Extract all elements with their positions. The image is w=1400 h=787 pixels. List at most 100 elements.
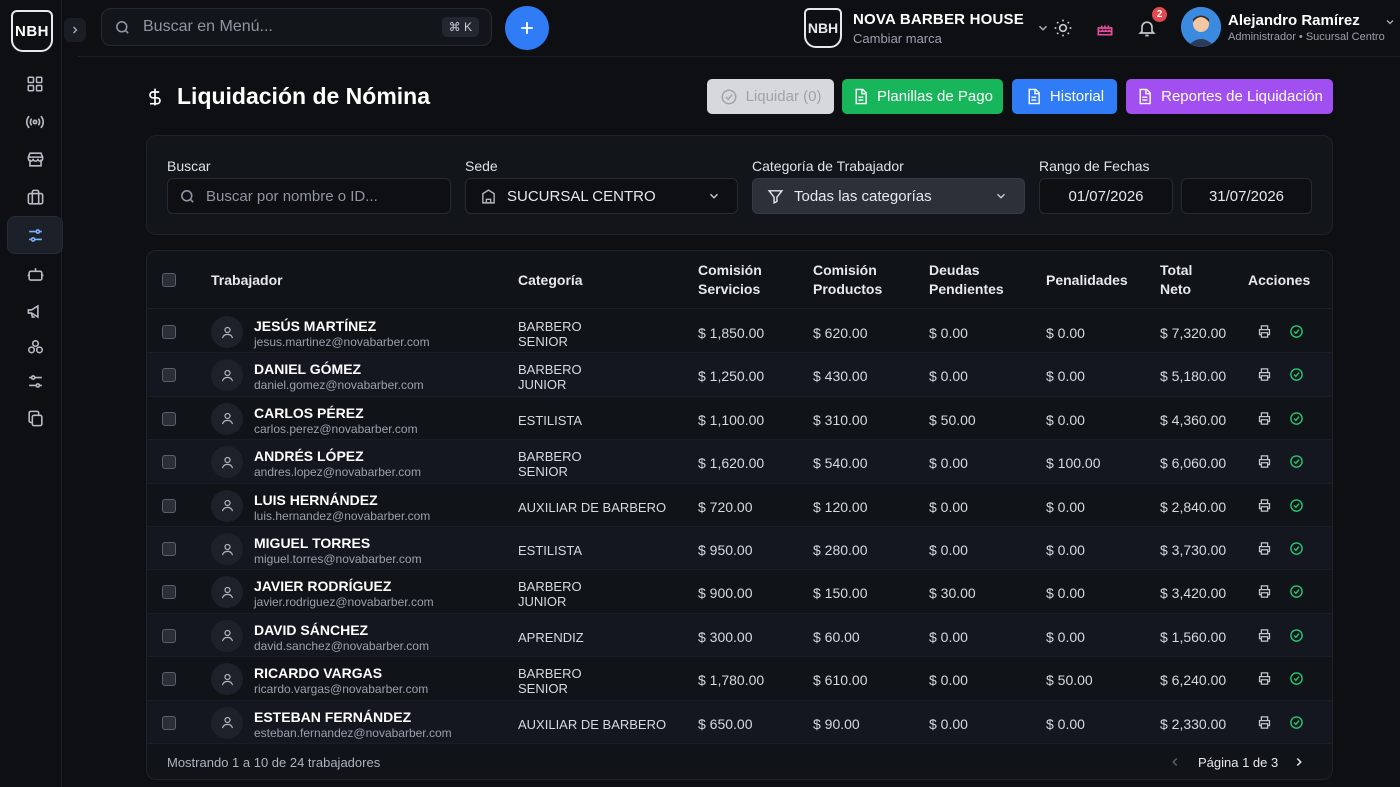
- prev-page-button[interactable]: [1168, 755, 1182, 769]
- worker-search-input[interactable]: Buscar por nombre o ID...: [167, 178, 451, 214]
- worker-email: ricardo.vargas@novabarber.com: [254, 682, 429, 697]
- approve-button[interactable]: [1289, 671, 1304, 686]
- birthday-button[interactable]: [1091, 14, 1119, 42]
- sidebar-item-payroll[interactable]: [7, 216, 63, 254]
- row-checkbox[interactable]: [162, 672, 176, 687]
- sidebar-collapse-button[interactable]: [64, 18, 86, 42]
- worker-name[interactable]: JAVIER RODRÍGUEZ: [254, 578, 392, 595]
- table-row[interactable]: MIGUEL TORRES miguel.torres@novabarber.co…: [147, 527, 1332, 571]
- header-total-net[interactable]: Total Neto: [1160, 261, 1192, 299]
- print-button[interactable]: [1257, 715, 1272, 730]
- user-icon: [221, 543, 233, 555]
- liquidar-button[interactable]: Liquidar (0): [707, 79, 834, 114]
- user-avatar[interactable]: [1181, 7, 1221, 47]
- select-all-checkbox[interactable]: [162, 273, 176, 287]
- worker-name[interactable]: CARLOS PÉREZ: [254, 404, 364, 421]
- printer-icon: [1258, 629, 1271, 642]
- add-button[interactable]: [505, 6, 549, 50]
- worker-name[interactable]: MIGUEL TORRES: [254, 535, 371, 551]
- next-page-button[interactable]: [1292, 755, 1306, 769]
- table-row[interactable]: DAVID SÁNCHEZ david.sanchez@novabarber.co…: [147, 613, 1332, 658]
- header-worker[interactable]: Trabajador: [211, 272, 283, 288]
- row-checkbox[interactable]: [162, 368, 176, 383]
- sidebar-item-integrations[interactable]: [7, 328, 63, 366]
- row-checkbox[interactable]: [162, 498, 176, 513]
- print-button[interactable]: [1257, 367, 1272, 382]
- sidebar-item-documents[interactable]: [7, 399, 63, 437]
- planillas-button[interactable]: Planillas de Pago: [842, 79, 1003, 114]
- print-button[interactable]: [1257, 628, 1272, 643]
- reportes-button[interactable]: Reportes de Liquidación: [1126, 79, 1333, 114]
- sidebar-item-marketing[interactable]: [7, 292, 63, 330]
- notifications-button[interactable]: [1133, 14, 1161, 42]
- brand-logo[interactable]: NBH: [11, 10, 53, 52]
- dollar-icon: [149, 88, 161, 105]
- search-icon: [181, 189, 194, 203]
- print-button[interactable]: [1257, 498, 1272, 513]
- row-checkbox[interactable]: [162, 455, 176, 470]
- row-checkbox[interactable]: [162, 715, 176, 730]
- table-row[interactable]: JAVIER RODRÍGUEZ javier.rodriguez@novabar…: [147, 570, 1332, 614]
- print-button[interactable]: [1257, 411, 1272, 426]
- header-pending-debts[interactable]: Deudas Pendientes: [929, 261, 1004, 299]
- row-checkbox[interactable]: [162, 411, 176, 426]
- row-checkbox[interactable]: [162, 325, 176, 339]
- menu-search-placeholder: Buscar en Menú...: [143, 18, 273, 35]
- print-button[interactable]: [1257, 541, 1272, 556]
- approve-button[interactable]: [1289, 324, 1304, 339]
- table-row[interactable]: ESTEBAN FERNÁNDEZ esteban.fernandez@novab…: [147, 700, 1332, 744]
- print-button[interactable]: [1257, 324, 1272, 339]
- print-button[interactable]: [1257, 584, 1272, 599]
- sidebar-item-broadcast[interactable]: [7, 103, 63, 141]
- table-row[interactable]: ANDRÉS LÓPEZ andres.lopez@novabarber.com B…: [147, 440, 1332, 484]
- print-button[interactable]: [1257, 671, 1272, 686]
- table-row[interactable]: JESÚS MARTÍNEZ jesus.martinez@novabarber.…: [147, 310, 1332, 354]
- worker-name[interactable]: DANIEL GÓMEZ: [254, 361, 362, 378]
- approve-button[interactable]: [1289, 498, 1304, 513]
- worker-name[interactable]: RICARDO VARGAS: [254, 665, 383, 682]
- worker-name[interactable]: LUIS HERNÁNDEZ: [254, 491, 378, 508]
- change-brand-link[interactable]: Cambiar marca: [853, 30, 942, 46]
- header-penalties[interactable]: Penalidades: [1046, 272, 1128, 288]
- worker-name[interactable]: ANDRÉS LÓPEZ: [254, 448, 364, 465]
- table-row[interactable]: DANIEL GÓMEZ daniel.gomez@novabarber.com B…: [147, 353, 1332, 397]
- worker-name[interactable]: JESÚS MARTÍNEZ: [254, 318, 377, 334]
- user-icon: [221, 369, 233, 382]
- pending-debts: $ 0.00: [929, 325, 968, 341]
- table-row[interactable]: CARLOS PÉREZ carlos.perez@novabarber.com E…: [147, 397, 1332, 441]
- sidebar-item-robot[interactable]: [7, 255, 63, 293]
- brand-switcher[interactable]: NBH NOVA BARBER HOUSE Cambiar marca: [804, 6, 1050, 50]
- category-select[interactable]: Todas las categorías: [752, 178, 1025, 214]
- historial-button[interactable]: Historial: [1012, 79, 1117, 114]
- print-button[interactable]: [1257, 454, 1272, 469]
- sidebar-item-store[interactable]: [7, 140, 63, 178]
- approve-button[interactable]: [1289, 628, 1304, 643]
- theme-toggle-button[interactable]: [1049, 14, 1077, 42]
- header-commission-services[interactable]: Comisión Servicios: [698, 261, 762, 299]
- sidebar-item-settings[interactable]: [7, 362, 63, 400]
- row-checkbox[interactable]: [162, 542, 176, 556]
- commission-services: $ 950.00: [698, 542, 753, 558]
- approve-button[interactable]: [1289, 715, 1304, 730]
- table-row[interactable]: RICARDO VARGAS ricardo.vargas@novabarber.…: [147, 657, 1332, 701]
- row-checkbox[interactable]: [162, 585, 176, 600]
- approve-button[interactable]: [1289, 411, 1304, 426]
- row-checkbox[interactable]: [162, 628, 176, 643]
- menu-search-input[interactable]: Buscar en Menú... ⌘ K: [101, 8, 492, 46]
- approve-button[interactable]: [1289, 584, 1304, 599]
- header-category[interactable]: Categoría: [518, 272, 583, 288]
- date-from-input[interactable]: 01/07/2026: [1039, 178, 1173, 214]
- date-to-input[interactable]: 31/07/2026: [1181, 178, 1312, 214]
- header-commission-products[interactable]: Comisión Productos: [813, 261, 882, 299]
- approve-button[interactable]: [1289, 454, 1304, 469]
- approve-button[interactable]: [1289, 367, 1304, 382]
- sidebar-item-dashboard[interactable]: [7, 65, 63, 103]
- user-menu-chevron-icon[interactable]: [1384, 16, 1396, 28]
- worker-name[interactable]: ESTEBAN FERNÁNDEZ: [254, 708, 412, 725]
- table-row[interactable]: LUIS HERNÁNDEZ luis.hernandez@novabarber.…: [147, 484, 1332, 527]
- sidebar-item-briefcase[interactable]: [7, 178, 63, 216]
- approve-button[interactable]: [1289, 541, 1304, 556]
- worker-name[interactable]: DAVID SÁNCHEZ: [254, 621, 369, 638]
- sede-select[interactable]: SUCURSAL CENTRO: [465, 178, 738, 214]
- user-name[interactable]: Alejandro Ramírez: [1228, 12, 1360, 29]
